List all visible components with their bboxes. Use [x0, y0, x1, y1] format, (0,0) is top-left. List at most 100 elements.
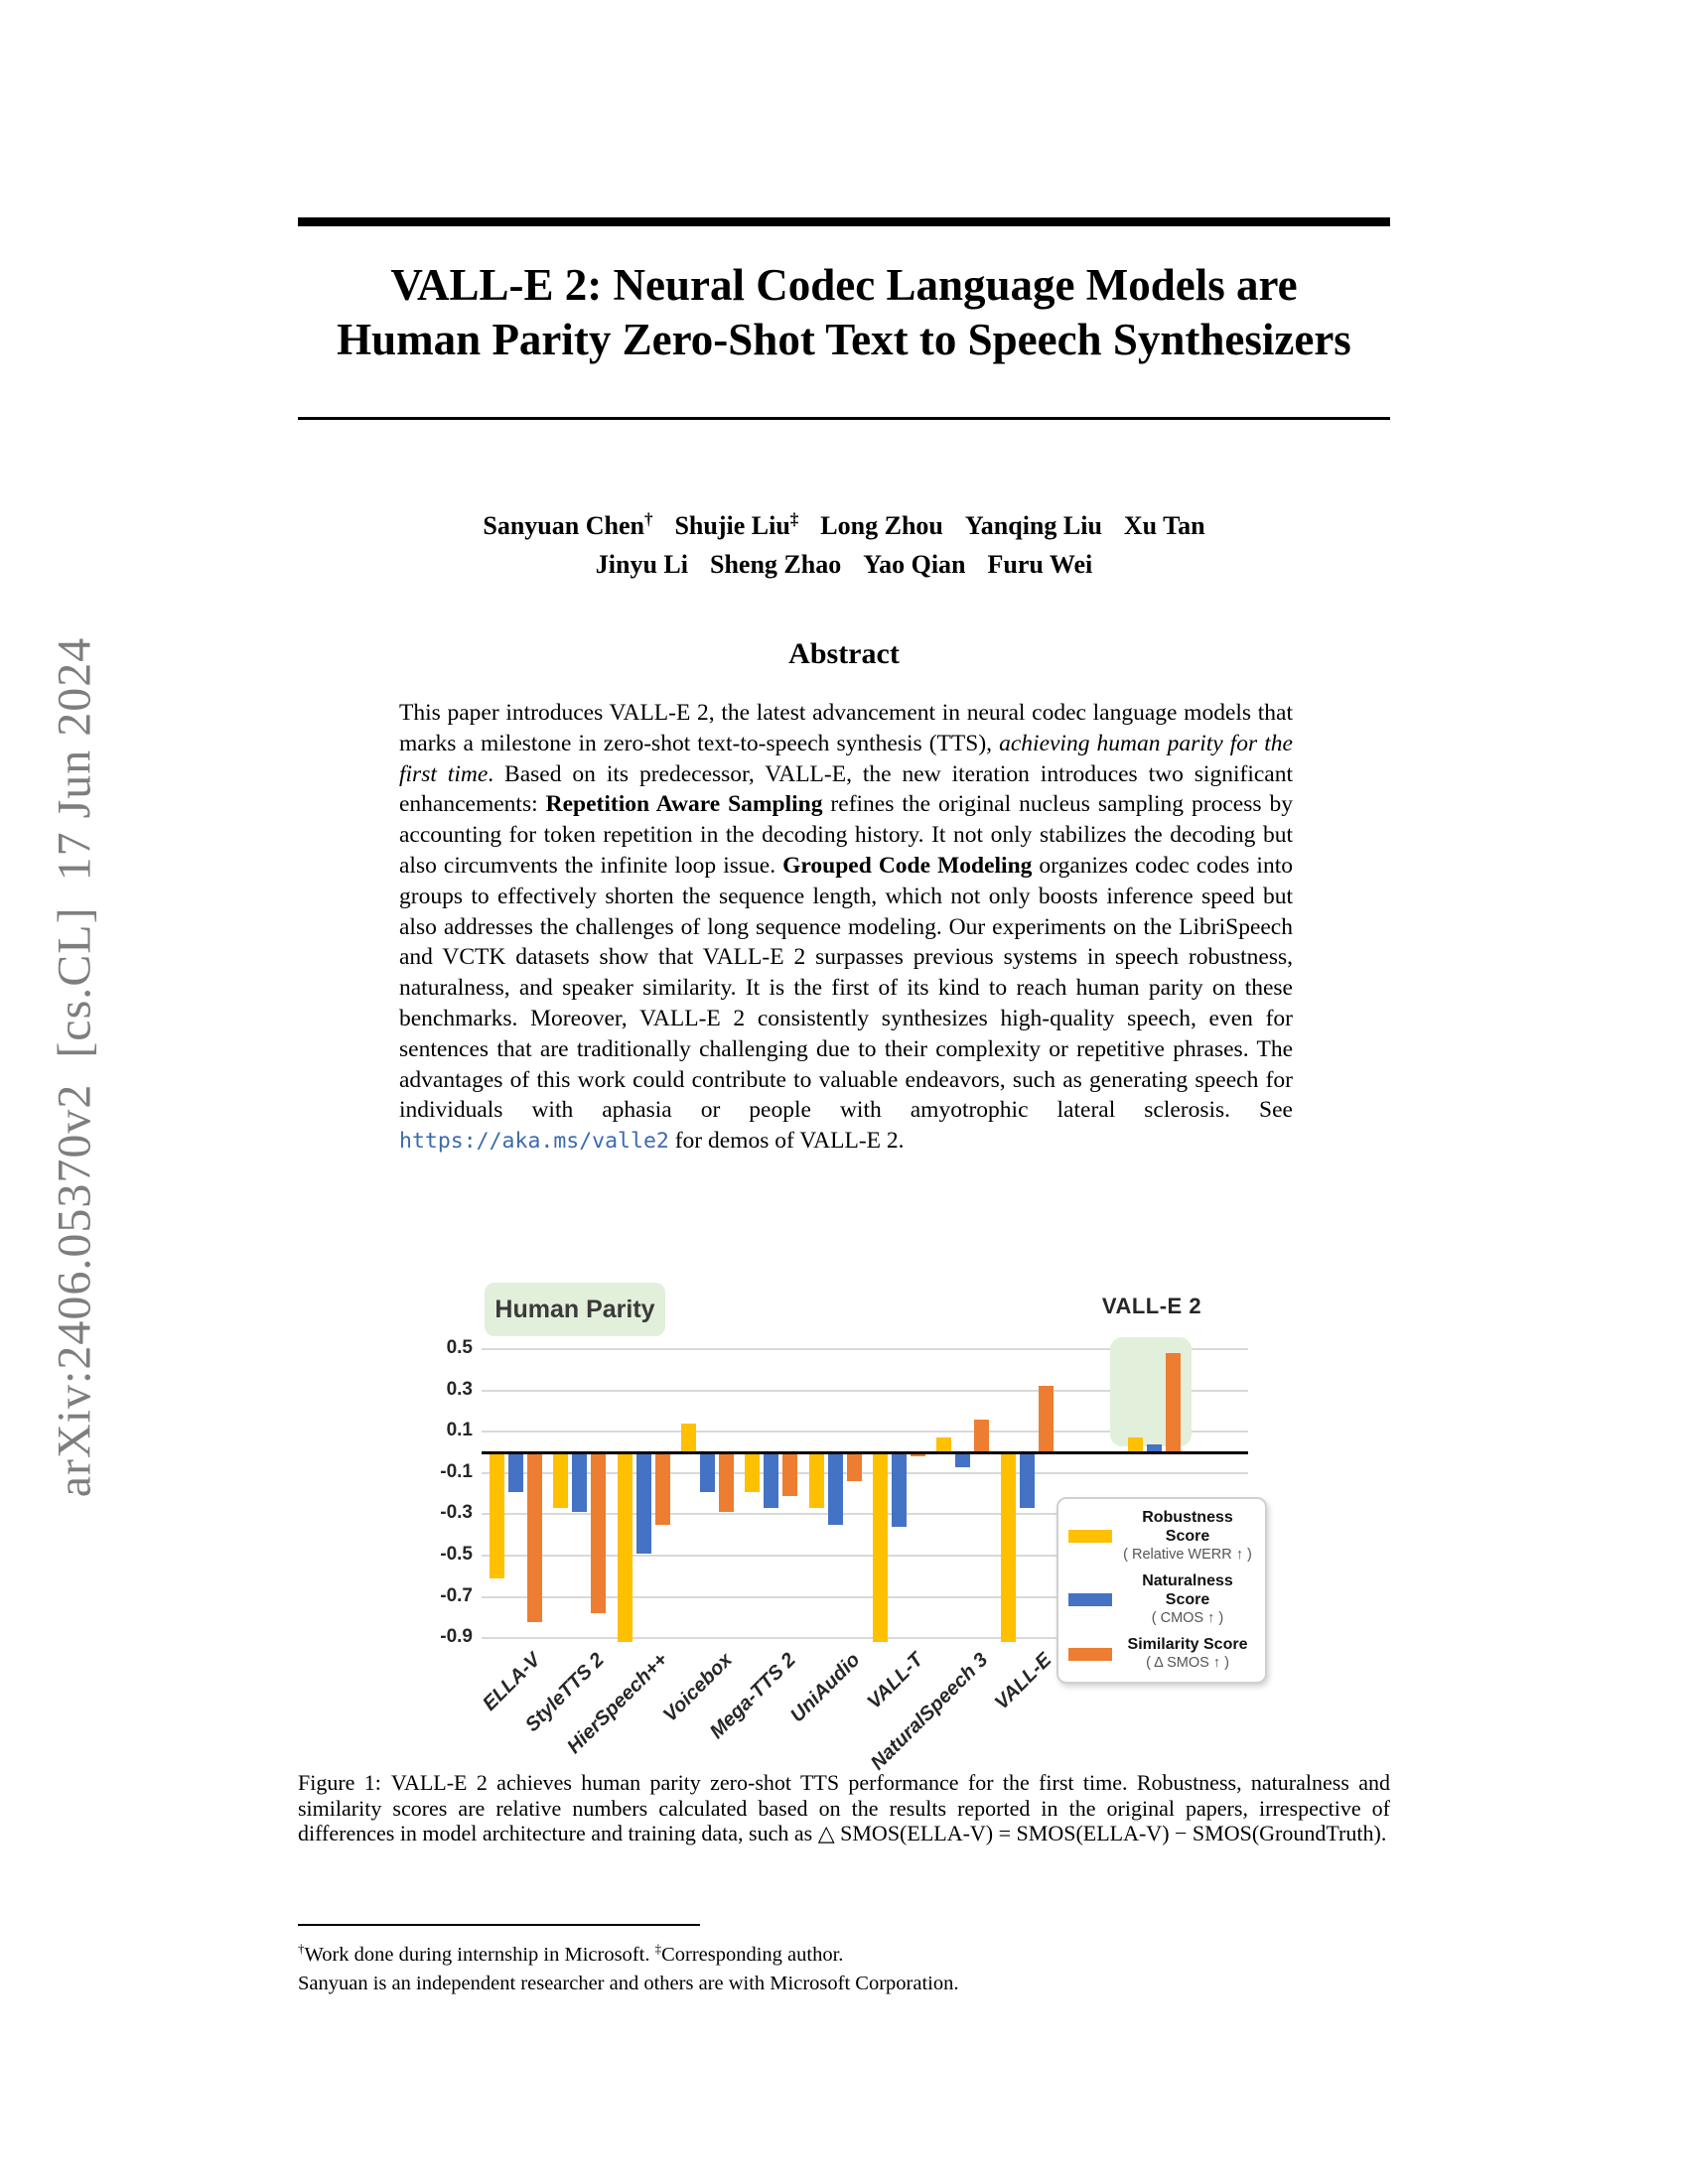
footnote-mark: †	[298, 1941, 305, 1956]
chart-legend: Robustness Score( Relative WERR ↑ ) Natur…	[1056, 1497, 1267, 1684]
bar-styletts-2-similarity	[591, 1452, 607, 1614]
abstract-heading: Abstract	[788, 637, 900, 670]
author-line-1: Sanyuan Chen† Shujie Liu‡ Long Zhou Yanqing…	[298, 499, 1390, 545]
bar-vall-t-similarity	[910, 1452, 925, 1457]
chart-gridline	[482, 1555, 1248, 1557]
author-name: Yanqing Liu	[964, 510, 1102, 540]
chart-gridline	[482, 1389, 1248, 1392]
abstract-segment: organizes codec codes into groups to eff…	[399, 852, 1293, 1124]
bar-vall-e-naturalness	[1019, 1452, 1035, 1509]
bar-hierspeech--naturalness	[635, 1452, 651, 1554]
footnote-line-1: †Work done during internship in Microsof…	[298, 1941, 844, 1966]
y-axis-tick-label: -0.7	[440, 1584, 473, 1606]
author-name: Long Zhou	[820, 510, 943, 540]
bar-mega-tts-2-robustness	[745, 1452, 761, 1492]
author-name: Furu Wei	[987, 549, 1093, 579]
legend-swatch	[1068, 1530, 1112, 1543]
title-rule-bottom	[298, 417, 1390, 420]
title-line-1: VALL-E 2: Neural Codec Language Models a…	[390, 260, 1298, 310]
abstract-segment: Grouped Code Modeling	[782, 852, 1033, 879]
bar-vall-t-robustness	[872, 1452, 888, 1643]
abstract-segment: Repetition Aware Sampling	[545, 791, 823, 818]
title-rule-top	[298, 217, 1390, 226]
chart-gridline	[482, 1348, 1248, 1350]
demo-url-link[interactable]: https://aka.ms/valle2	[399, 1129, 669, 1155]
author-name: Sheng Zhao	[709, 549, 842, 579]
valle2-group-label: VALL-E 2	[1101, 1294, 1202, 1318]
chart-gridline	[482, 1513, 1248, 1516]
legend-label: Robustness Score( Relative WERR ↑ )	[1123, 1509, 1252, 1563]
bar-vall-e-robustness	[1000, 1452, 1016, 1643]
bar-styletts-2-robustness	[553, 1452, 569, 1509]
bar-vall-t-naturalness	[891, 1452, 907, 1527]
chart-gridline	[482, 1637, 1248, 1640]
y-axis-tick-label: 0.5	[446, 1337, 473, 1358]
y-axis-tick-label: -0.9	[440, 1626, 473, 1648]
abstract-segment: . Based on its predecessor, VALL-E, the …	[399, 760, 1293, 818]
y-axis-tick-label: -0.1	[440, 1460, 473, 1482]
bar-voicebox-similarity	[718, 1452, 734, 1513]
author-name: Sanyuan Chen†	[483, 509, 653, 540]
y-axis-tick-label: 0.3	[446, 1378, 473, 1400]
x-category-label: VALL-E	[990, 1649, 1056, 1714]
author-line-2: Jinyu Li Sheng Zhao Yao Qian Furu Wei	[298, 545, 1390, 584]
figure-caption-text: VALL-E 2 achieves human parity zero-shot…	[298, 1770, 1390, 1846]
bar-naturalspeech-3-similarity	[974, 1419, 990, 1452]
zero-axis-line	[482, 1450, 1248, 1454]
bar-mega-tts-2-similarity	[782, 1452, 798, 1496]
chart-gridline	[482, 1595, 1248, 1598]
bar-vall-e-2-naturalness	[1147, 1443, 1163, 1452]
bar-vall-e-2-similarity	[1166, 1353, 1182, 1452]
bar-uniaudio-robustness	[808, 1452, 824, 1509]
author-name: Jinyu Li	[595, 549, 688, 579]
figure-caption: Figure 1: VALL-E 2 achieves human parity …	[298, 1770, 1390, 1846]
title-line-2: Human Parity Zero-Shot Text to Speech Sy…	[337, 315, 1351, 364]
x-category-label: NaturalSpeech 3	[866, 1649, 992, 1775]
footnote-mark: ‡	[654, 1941, 662, 1956]
y-axis-tick-label: 0.1	[446, 1420, 473, 1441]
bar-voicebox-naturalness	[699, 1452, 715, 1492]
author-name: Xu Tan	[1123, 510, 1205, 540]
x-category-label: VALL-T	[863, 1649, 928, 1713]
figure-caption-label: Figure 1:	[298, 1770, 381, 1795]
bar-ella-v-robustness	[490, 1452, 504, 1578]
bar-hierspeech--similarity	[654, 1452, 670, 1525]
author-name: Yao Qian	[863, 549, 966, 579]
bar-styletts-2-naturalness	[572, 1452, 588, 1513]
human-parity-badge: Human Parity	[485, 1283, 665, 1336]
bar-uniaudio-naturalness	[827, 1452, 843, 1525]
bar-ella-v-similarity	[527, 1452, 542, 1622]
footnote-line-2: Sanyuan is an independent researcher and…	[298, 1973, 959, 1995]
bar-naturalspeech-3-robustness	[936, 1437, 952, 1452]
footnote-block: †Work done during internship in Microsof…	[298, 1934, 1390, 1999]
chart-gridline	[482, 1431, 1248, 1433]
y-axis-tick-label: -0.3	[440, 1502, 473, 1524]
abstract-text: This paper introduces VALL-E 2, the late…	[399, 698, 1293, 1158]
legend-label: Similarity Score( Δ SMOS ↑ )	[1127, 1636, 1248, 1671]
legend-swatch	[1068, 1647, 1112, 1661]
x-category-label: UniAudio	[785, 1649, 865, 1727]
bar-naturalspeech-3-naturalness	[955, 1452, 971, 1467]
page-title: VALL-E 2: Neural Codec Language Models a…	[298, 258, 1390, 367]
chart-gridline	[482, 1471, 1248, 1474]
bar-vall-e-similarity	[1038, 1386, 1054, 1452]
bar-vall-e-2-robustness	[1128, 1437, 1144, 1452]
author-name: Shujie Liu‡	[674, 509, 799, 540]
bar-uniaudio-similarity	[846, 1452, 862, 1482]
legend-entry: Similarity Score( Δ SMOS ↑ )	[1068, 1635, 1255, 1673]
legend-label: Naturalness Score( CMOS ↑ )	[1142, 1572, 1233, 1626]
author-list: Sanyuan Chen† Shujie Liu‡ Long Zhou Yanqing…	[298, 499, 1390, 584]
legend-swatch	[1068, 1593, 1112, 1606]
legend-entry: Naturalness Score( CMOS ↑ )	[1068, 1571, 1255, 1628]
y-axis-tick-label: -0.5	[440, 1544, 473, 1565]
footnote-rule	[298, 1924, 700, 1926]
bar-hierspeech--robustness	[617, 1452, 633, 1643]
figure-1-chart: Human Parity VALL-E 2 Robustness Score( …	[417, 1249, 1267, 1774]
abstract-segment: refines the original nucleus sampling pr…	[399, 791, 1293, 879]
abstract-segment: achieving human parity for the first tim…	[399, 730, 1293, 787]
abstract-segment: for demos of VALL-E 2.	[668, 1128, 905, 1155]
bar-voicebox-robustness	[680, 1423, 696, 1452]
bar-ella-v-naturalness	[508, 1452, 523, 1492]
bar-mega-tts-2-naturalness	[764, 1452, 779, 1509]
